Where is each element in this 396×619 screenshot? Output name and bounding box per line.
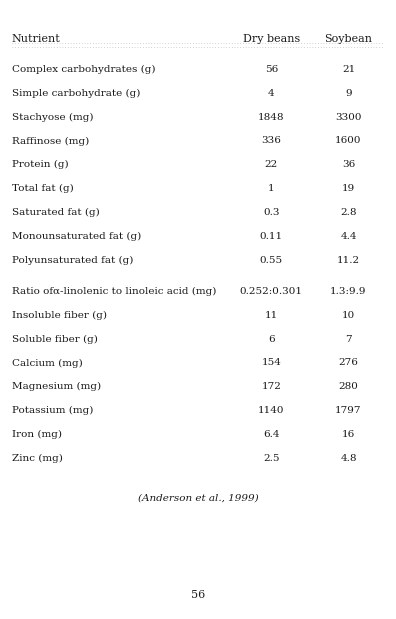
Text: 9: 9 xyxy=(345,89,352,98)
Text: Complex carbohydrates (g): Complex carbohydrates (g) xyxy=(12,65,155,74)
Text: Iron (mg): Iron (mg) xyxy=(12,430,62,439)
Text: 1140: 1140 xyxy=(258,406,284,415)
Text: (Anderson et al., 1999): (Anderson et al., 1999) xyxy=(138,493,258,502)
Text: 19: 19 xyxy=(342,184,355,193)
Text: 7: 7 xyxy=(345,334,352,344)
Text: 56: 56 xyxy=(265,65,278,74)
Text: 3300: 3300 xyxy=(335,113,362,122)
Text: Protein (g): Protein (g) xyxy=(12,160,69,170)
Text: 1797: 1797 xyxy=(335,406,362,415)
Text: Ratio of: Ratio of xyxy=(12,287,53,296)
Text: 16: 16 xyxy=(342,430,355,439)
Text: 1.3:9.9: 1.3:9.9 xyxy=(330,287,367,296)
Text: α-linolenic to linoleic acid (mg): α-linolenic to linoleic acid (mg) xyxy=(53,287,217,296)
Text: Soluble fiber (g): Soluble fiber (g) xyxy=(12,334,98,344)
Text: 1848: 1848 xyxy=(258,113,284,122)
Text: Polyunsaturated fat (g): Polyunsaturated fat (g) xyxy=(12,256,133,265)
Text: Saturated fat (g): Saturated fat (g) xyxy=(12,208,100,217)
Text: 10: 10 xyxy=(342,311,355,320)
Text: 0.11: 0.11 xyxy=(260,232,283,241)
Text: Magnesium (mg): Magnesium (mg) xyxy=(12,382,101,391)
Text: Zinc (mg): Zinc (mg) xyxy=(12,454,63,463)
Text: Total fat (g): Total fat (g) xyxy=(12,184,74,193)
Text: 2.5: 2.5 xyxy=(263,454,280,463)
Text: 154: 154 xyxy=(261,358,281,368)
Text: Monounsaturated fat (g): Monounsaturated fat (g) xyxy=(12,232,141,241)
Text: 36: 36 xyxy=(342,160,355,170)
Text: 0.55: 0.55 xyxy=(260,256,283,265)
Text: 6: 6 xyxy=(268,334,274,344)
Text: 336: 336 xyxy=(261,136,281,145)
Text: Stachyose (mg): Stachyose (mg) xyxy=(12,113,93,122)
Text: 11: 11 xyxy=(265,311,278,320)
Text: 172: 172 xyxy=(261,382,281,391)
Text: Dry beans: Dry beans xyxy=(243,34,300,44)
Text: 21: 21 xyxy=(342,65,355,74)
Text: Insoluble fiber (g): Insoluble fiber (g) xyxy=(12,311,107,320)
Text: Soybean: Soybean xyxy=(324,34,373,44)
Text: Potassium (mg): Potassium (mg) xyxy=(12,406,93,415)
Text: 2.8: 2.8 xyxy=(340,208,357,217)
Text: 4: 4 xyxy=(268,89,274,98)
Text: Calcium (mg): Calcium (mg) xyxy=(12,358,83,368)
Text: 276: 276 xyxy=(339,358,358,368)
Text: 1600: 1600 xyxy=(335,136,362,145)
Text: Raffinose (mg): Raffinose (mg) xyxy=(12,136,89,145)
Text: 4.4: 4.4 xyxy=(340,232,357,241)
Text: 6.4: 6.4 xyxy=(263,430,280,439)
Text: Simple carbohydrate (g): Simple carbohydrate (g) xyxy=(12,89,140,98)
Text: 22: 22 xyxy=(265,160,278,170)
Text: 4.8: 4.8 xyxy=(340,454,357,463)
Text: 0.252:0.301: 0.252:0.301 xyxy=(240,287,303,296)
Text: 56: 56 xyxy=(191,591,205,600)
Text: 11.2: 11.2 xyxy=(337,256,360,265)
Text: 0.3: 0.3 xyxy=(263,208,280,217)
Text: 280: 280 xyxy=(339,382,358,391)
Text: 1: 1 xyxy=(268,184,274,193)
Text: Nutrient: Nutrient xyxy=(12,34,61,44)
